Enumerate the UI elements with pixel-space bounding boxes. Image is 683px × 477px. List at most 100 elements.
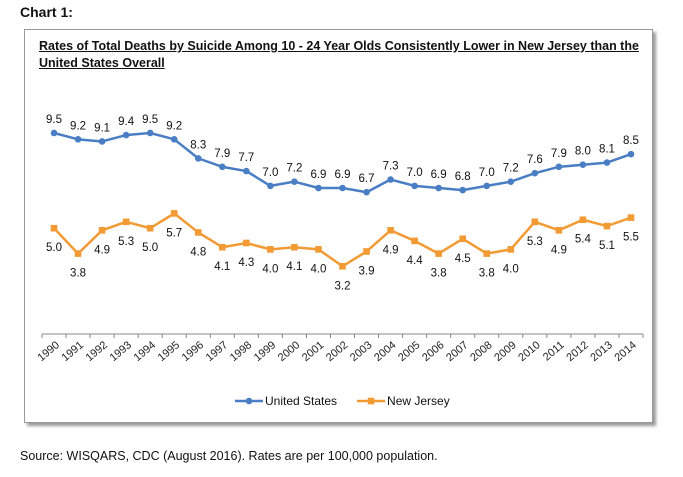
legend-marker [245, 397, 253, 405]
x-tick-label: 2003 [348, 339, 374, 364]
data-label: 3.2 [335, 280, 351, 292]
data-label: 6.9 [431, 169, 447, 181]
data-label: 3.8 [431, 268, 447, 280]
data-label: 8.5 [623, 135, 639, 147]
x-tick-label: 1992 [84, 339, 110, 364]
data-point [459, 235, 466, 243]
x-tick-label: 1997 [204, 339, 230, 364]
data-point [267, 246, 274, 253]
data-label: 6.9 [335, 169, 351, 181]
data-point [435, 184, 442, 192]
x-tick-label: 1999 [252, 339, 278, 364]
data-point [267, 182, 274, 190]
data-label: 4.3 [238, 257, 254, 269]
data-label: 4.9 [551, 244, 567, 256]
data-label: 6.8 [455, 171, 471, 183]
data-label: 7.0 [479, 167, 495, 179]
chart-heading: Chart 1: [20, 4, 73, 20]
x-tick-label: 2001 [300, 339, 326, 364]
data-label: 9.2 [70, 120, 86, 132]
data-point [315, 246, 322, 253]
data-point [579, 216, 587, 224]
data-label: 7.7 [238, 152, 254, 164]
data-point [74, 136, 82, 143]
data-point [194, 229, 202, 236]
data-point [219, 163, 226, 171]
data-point [219, 243, 226, 251]
data-label: 9.2 [166, 120, 182, 132]
data-label: 3.8 [479, 268, 495, 280]
x-tick-label: 1996 [180, 339, 206, 364]
data-point [50, 224, 58, 232]
data-point [411, 237, 418, 245]
data-label: 7.0 [262, 167, 278, 179]
chart-title: Rates of Total Deaths by Suicide Among 1… [39, 39, 639, 70]
source-note: Source: WISQARS, CDC (August 2016). Rate… [20, 449, 438, 463]
data-label: 4.8 [190, 246, 206, 258]
x-tick-label: 2005 [396, 339, 422, 364]
x-tick-label: 2007 [444, 339, 470, 364]
data-point [194, 155, 202, 162]
data-label: 7.2 [503, 163, 519, 175]
data-label: 3.9 [359, 265, 375, 277]
x-tick-label: 2010 [516, 339, 542, 364]
data-point [603, 159, 611, 166]
data-point [531, 169, 539, 177]
data-point [98, 227, 106, 234]
data-point [507, 246, 515, 253]
data-label: 8.0 [575, 146, 591, 158]
data-label: 9.5 [46, 114, 62, 126]
x-tick-label: 2000 [276, 339, 302, 364]
data-point [339, 262, 346, 270]
x-tick-label: 2013 [588, 339, 614, 364]
data-point [291, 243, 298, 251]
data-point [291, 178, 298, 185]
data-point [122, 218, 130, 226]
data-point [170, 136, 178, 143]
data-point [363, 248, 370, 255]
data-label: 4.9 [94, 244, 110, 256]
data-point [627, 150, 635, 158]
data-point [507, 178, 515, 185]
data-point [459, 186, 467, 194]
data-point [555, 227, 563, 234]
data-label: 7.2 [286, 163, 302, 175]
data-point [146, 224, 154, 232]
data-label: 7.9 [551, 148, 567, 160]
data-label: 3.8 [70, 268, 86, 280]
x-tick-label: 2002 [324, 339, 350, 364]
data-point [315, 184, 322, 192]
data-label: 5.0 [142, 242, 158, 254]
x-tick-label: 2014 [612, 339, 638, 364]
data-label: 7.3 [383, 161, 399, 173]
data-label: 5.7 [166, 227, 182, 239]
data-point [146, 129, 154, 137]
data-point [74, 250, 82, 257]
data-label: 4.1 [286, 261, 302, 273]
data-label: 9.1 [94, 122, 110, 134]
data-label: 4.4 [407, 255, 424, 267]
data-label: 9.5 [142, 114, 158, 126]
x-tick-label: 2009 [492, 339, 518, 364]
data-point [387, 227, 394, 234]
data-point [555, 163, 563, 171]
data-point [411, 182, 418, 190]
data-label: 6.7 [359, 173, 375, 185]
data-point [339, 184, 346, 192]
x-tick-label: 2012 [564, 339, 590, 364]
data-point [243, 239, 250, 247]
series-line-united-states [53, 131, 632, 194]
x-tick-label: 2004 [372, 339, 398, 364]
x-tick-label: 2011 [541, 339, 567, 363]
data-label: 4.9 [383, 244, 399, 256]
data-label: 5.3 [118, 236, 134, 248]
data-label: 4.5 [455, 253, 471, 265]
data-label: 4.0 [262, 263, 278, 275]
legend-label: New Jersey [387, 394, 450, 408]
data-label: 4.0 [503, 263, 519, 275]
x-tick-label: 1990 [35, 339, 61, 364]
legend-label: United States [265, 394, 337, 408]
data-point [531, 218, 539, 226]
x-tick-label: 1995 [156, 339, 182, 364]
